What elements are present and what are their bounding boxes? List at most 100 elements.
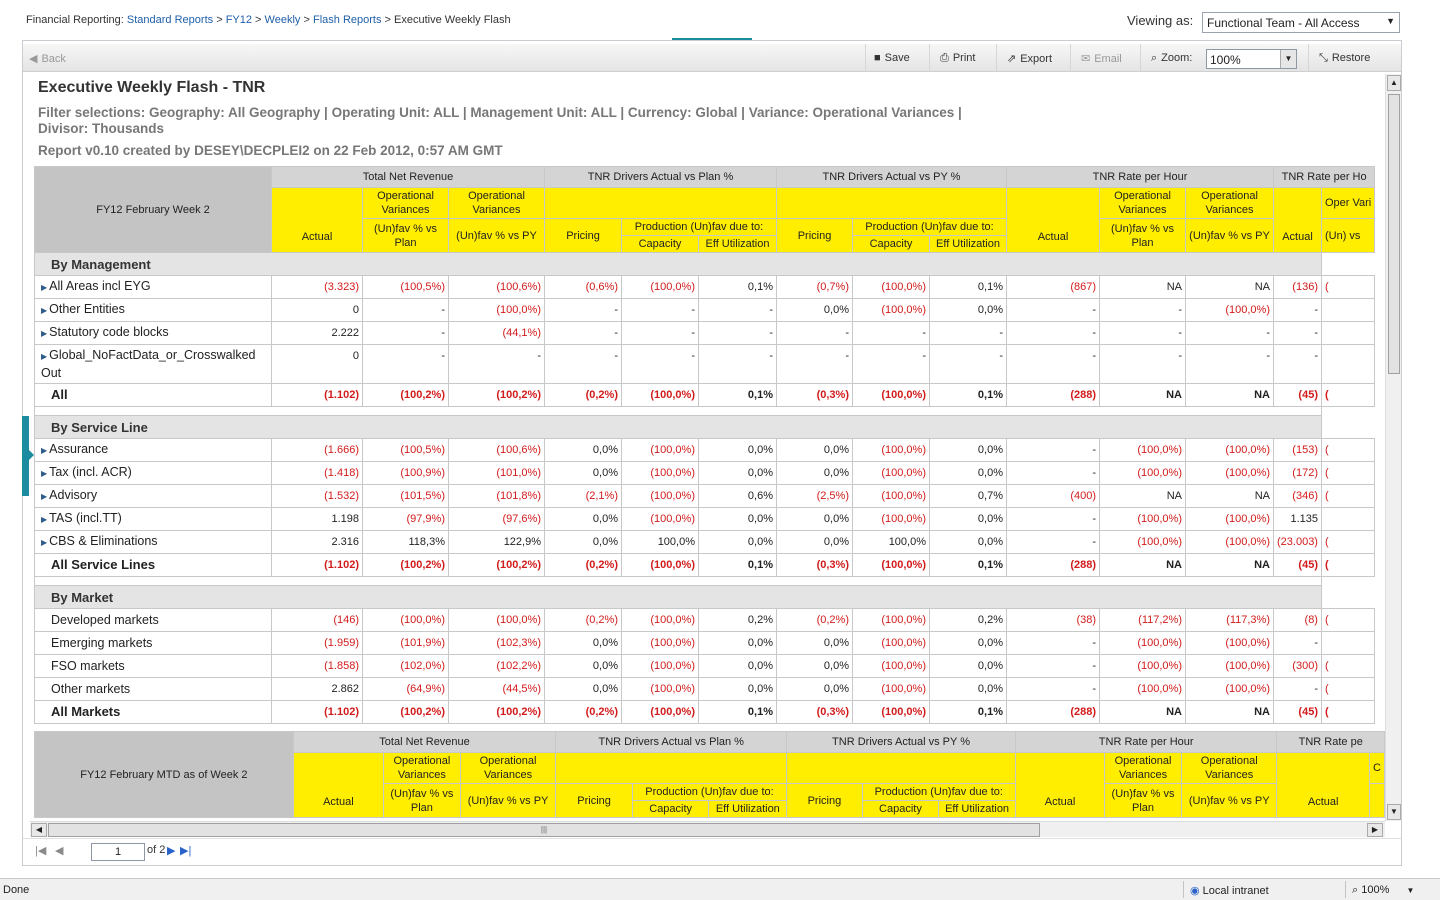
breadcrumb-link-fy12[interactable]: FY12 xyxy=(225,14,252,26)
data-cell: 0,0% xyxy=(929,298,1007,322)
data-cell: - xyxy=(362,344,449,384)
mtd-col-header-vs-py: (Un)fav % vs PY xyxy=(459,783,557,818)
data-cell: (100,0%) xyxy=(621,654,699,678)
row-label[interactable]: ▶ Other Entities xyxy=(34,298,272,322)
browser-zoom[interactable]: ⌕ 100% ▼ xyxy=(1352,884,1414,897)
data-cell: (100,0%) xyxy=(852,608,930,632)
expand-arrow-icon[interactable]: ▶ xyxy=(41,306,48,315)
back-button[interactable]: ◀ Back xyxy=(29,44,66,72)
col-header-actual: Actual xyxy=(271,187,363,253)
row-label[interactable]: ▶ Statutory code blocks xyxy=(34,321,272,345)
data-cell: - xyxy=(852,344,930,384)
globe-icon: ◉ xyxy=(1190,885,1200,897)
section-spacer xyxy=(34,406,1375,416)
expand-arrow-icon[interactable]: ▶ xyxy=(41,469,48,478)
report-created-info: Report v0.10 created by DESEY\DECPLEI2 o… xyxy=(38,143,503,158)
vertical-scroll-thumb[interactable] xyxy=(1388,94,1400,374)
data-cell: (0,6%) xyxy=(544,275,622,299)
report-title: Executive Weekly Flash - TNR xyxy=(38,79,266,96)
row-label-text: Global_NoFactData_or_Crosswalked Out xyxy=(41,348,256,380)
data-cell: 0,0% xyxy=(776,438,853,462)
scroll-left-icon[interactable]: ◀ xyxy=(31,823,47,837)
expand-arrow-icon[interactable]: ▶ xyxy=(41,538,48,547)
mtd-col-header-opvar: Operational Variances xyxy=(382,752,461,784)
row-label[interactable]: ▶ TAS (incl.TT) xyxy=(34,507,272,531)
print-button[interactable]: ⎙ Print xyxy=(929,44,996,72)
scroll-up-icon[interactable]: ▲ xyxy=(1387,75,1401,91)
data-cell: ( xyxy=(1320,608,1376,632)
data-cell: (102,3%) xyxy=(448,631,545,655)
data-cell: 0,0% xyxy=(776,461,853,485)
data-cell: ( xyxy=(1320,553,1376,577)
scroll-right-icon[interactable]: ▶ xyxy=(1367,823,1383,837)
breadcrumb-prefix: Financial Reporting: xyxy=(26,14,124,26)
data-cell: (100,0%) xyxy=(852,461,930,485)
data-cell: (100,9%) xyxy=(362,461,449,485)
zoom-select[interactable]: 100% ▼ xyxy=(1206,49,1297,69)
expand-arrow-icon[interactable]: ▶ xyxy=(41,492,48,501)
data-cell: 0,1% xyxy=(698,553,777,577)
data-cell: ( xyxy=(1320,700,1376,724)
breadcrumb-link-standard-reports[interactable]: Standard Reports xyxy=(126,14,214,26)
data-cell xyxy=(1320,321,1376,345)
previous-page-icon[interactable]: ◀ xyxy=(55,845,64,857)
mtd-col-header-vs-py: (Un)fav % vs PY xyxy=(1180,783,1278,818)
expand-arrow-icon[interactable]: ▶ xyxy=(41,515,48,524)
data-cell: - xyxy=(1006,298,1100,322)
email-button[interactable]: ✉ Email xyxy=(1070,44,1140,72)
col-header-eff-utilization: Eff Utilization xyxy=(698,235,777,253)
data-cell: 0,0% xyxy=(544,438,622,462)
data-cell: (100,0%) xyxy=(1185,507,1274,531)
row-label[interactable]: ▶ Advisory xyxy=(34,484,272,508)
data-cell: (101,5%) xyxy=(362,484,449,508)
save-button[interactable]: ■ Save xyxy=(865,44,929,72)
table-row: ▶ All Areas incl EYG (3.323) (100,5%) (100,6… xyxy=(34,275,1376,299)
expand-arrow-icon[interactable]: ▶ xyxy=(41,352,48,361)
expand-panel-tab[interactable] xyxy=(22,416,29,496)
data-cell: 0,0% xyxy=(929,631,1007,655)
export-button[interactable]: ⇗ Export xyxy=(996,44,1070,72)
restore-label: Restore xyxy=(1331,52,1371,64)
scroll-down-icon[interactable]: ▼ xyxy=(1387,804,1401,820)
data-cell: (3.323) xyxy=(271,275,363,299)
data-cell: - xyxy=(698,344,777,384)
data-cell: (100,0%) xyxy=(621,677,699,701)
row-label-text: All Markets xyxy=(51,704,121,719)
expand-arrow-icon[interactable]: ▶ xyxy=(41,283,48,292)
data-cell: (100,2%) xyxy=(362,700,449,724)
expand-arrow-icon[interactable]: ▶ xyxy=(41,329,48,338)
row-label[interactable]: ▶ All Areas incl EYG xyxy=(34,275,272,299)
breadcrumb-link-weekly[interactable]: Weekly xyxy=(264,14,301,26)
data-cell: 0,0% xyxy=(698,461,777,485)
mtd-group-header-drivers-py: TNR Drivers Actual vs PY % xyxy=(786,731,1016,753)
viewing-as-label: Viewing as: xyxy=(1127,13,1194,28)
magnifier-icon: ⌕ xyxy=(1151,52,1158,64)
first-page-icon[interactable]: |◀ xyxy=(35,845,47,857)
row-label[interactable]: ▶ Global_NoFactData_or_Crosswalked Out xyxy=(34,344,272,384)
data-cell: (100,0%) xyxy=(1099,631,1186,655)
row-label-text: All Areas incl EYG xyxy=(49,279,151,293)
col-header-eff-utilization: Eff Utilization xyxy=(929,235,1007,253)
row-label[interactable]: ▶ Tax (incl. ACR) xyxy=(34,461,272,485)
col-header-actual: Actual xyxy=(1273,187,1322,253)
row-label[interactable]: ▶ Assurance xyxy=(34,438,272,462)
restore-button[interactable]: ⤡ Restore xyxy=(1308,44,1401,72)
last-page-icon[interactable]: ▶| xyxy=(180,845,192,857)
breadcrumb-link-flash-reports[interactable]: Flash Reports xyxy=(312,14,382,26)
data-cell: - xyxy=(1273,298,1322,322)
data-cell: ( xyxy=(1320,275,1376,299)
page-number-input[interactable]: 1 xyxy=(91,843,145,861)
horizontal-scrollbar[interactable]: ◀ ||| ▶ xyxy=(30,821,1385,837)
vertical-scrollbar[interactable]: ▲ ▼ xyxy=(1385,74,1401,821)
data-cell: (64,9%) xyxy=(362,677,449,701)
data-cell: - xyxy=(776,321,853,345)
data-cell: (100,2%) xyxy=(448,553,545,577)
mtd-period-header: FY12 February MTD as of Week 2 xyxy=(34,731,294,818)
next-page-icon[interactable]: ▶ xyxy=(167,845,176,857)
expand-arrow-icon[interactable]: ▶ xyxy=(41,446,48,455)
horizontal-scroll-thumb[interactable]: ||| xyxy=(48,823,1040,837)
status-divider xyxy=(1345,881,1346,898)
row-label[interactable]: ▶ CBS & Eliminations xyxy=(34,530,272,554)
viewing-as-select[interactable]: Functional Team - All Access ▼ xyxy=(1202,12,1400,33)
data-cell: - xyxy=(1273,677,1322,701)
